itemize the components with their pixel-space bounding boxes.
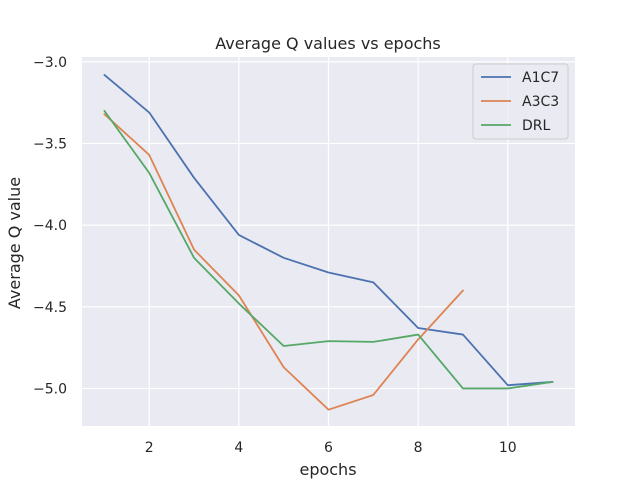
y-tick-label: −3.0 [33,55,67,71]
y-tick-label: −3.5 [33,137,67,153]
x-tick-label: 6 [324,440,333,456]
x-tick-label: 2 [145,440,154,456]
y-tick-label: −5.0 [33,381,67,397]
legend-label-drl: DRL [522,118,551,134]
y-tick-label: −4.0 [33,218,67,234]
x-tick-label: 8 [414,440,423,456]
x-tick-label: 10 [499,440,517,456]
y-axis-label: Average Q value [5,177,24,309]
series-line-drl [103,109,554,390]
x-axis-label: epochs [299,460,356,479]
legend-box [472,63,569,140]
series-line-a3c3 [103,113,464,411]
series-lines [103,74,554,411]
series-line-a1c7 [103,74,554,387]
x-tick-label: 4 [234,440,243,456]
legend-label-a3c3: A3C3 [522,94,559,110]
y-tick-label: −4.5 [33,300,67,316]
legend: A1C7 A3C3 DRL [472,63,569,140]
chart-title: Average Q values vs epochs [215,34,441,53]
tick-labels: 2 4 6 8 10 −3.0 −3.5 −4.0 −4.5 −5.0 [33,55,517,456]
legend-label-a1c7: A1C7 [522,70,559,86]
